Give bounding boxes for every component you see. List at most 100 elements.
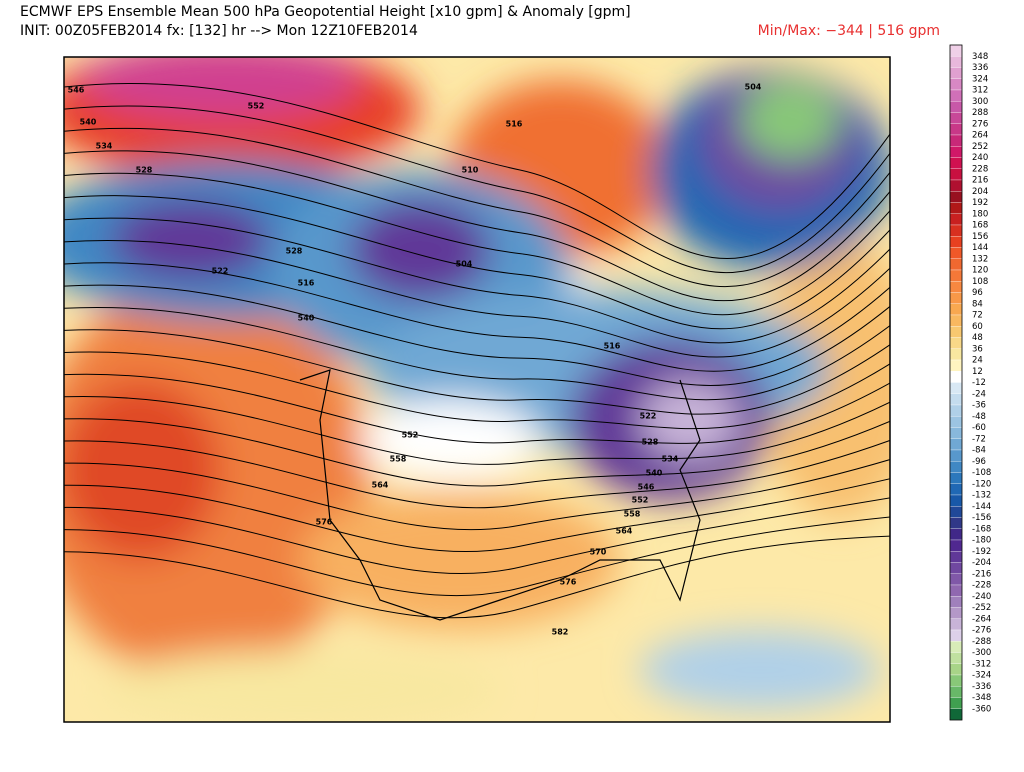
colorbar-label: 240 xyxy=(972,153,988,163)
contour-label: 534 xyxy=(96,142,113,151)
colorbar-swatch xyxy=(949,416,963,428)
colorbar: 3483363243123002882762642522402282162041… xyxy=(949,44,991,721)
colorbar-label: 324 xyxy=(972,74,988,84)
colorbar-label: -156 xyxy=(972,513,991,523)
colorbar-label: -228 xyxy=(972,581,991,591)
colorbar-swatch xyxy=(949,584,963,597)
colorbar-label: -288 xyxy=(972,637,991,647)
contour-line xyxy=(64,373,890,444)
colorbar-swatch xyxy=(949,134,963,147)
colorbar-swatch xyxy=(949,618,963,631)
colorbar-label: 228 xyxy=(972,164,988,174)
contour-line xyxy=(64,82,890,259)
colorbar-swatch xyxy=(949,202,963,214)
colorbar-swatch xyxy=(949,191,963,203)
colorbar-swatch xyxy=(949,652,963,664)
contour-label: 552 xyxy=(402,431,419,440)
colorbar-swatch xyxy=(949,101,963,113)
contour-label: 546 xyxy=(68,86,85,95)
contour-line xyxy=(64,127,890,288)
colorbar-label: -360 xyxy=(972,704,991,714)
contour-label: 558 xyxy=(390,455,407,464)
min-max: Min/Max: −344 | 516 gpm xyxy=(758,23,940,39)
contour-line xyxy=(64,195,890,330)
colorbar-swatch xyxy=(949,44,963,57)
colorbar-label: 252 xyxy=(972,142,988,152)
colorbar-label: 120 xyxy=(972,266,988,276)
colorbar-label: 348 xyxy=(972,52,988,62)
colorbar-swatch xyxy=(949,539,963,552)
colorbar-label: -96 xyxy=(972,457,986,467)
contour-label: 558 xyxy=(624,510,641,519)
contour-line xyxy=(64,497,890,575)
colorbar-label: 72 xyxy=(972,311,983,321)
contour-line xyxy=(64,535,890,619)
colorbar-label: -60 xyxy=(972,423,986,433)
contour-label: 528 xyxy=(642,438,659,447)
colorbar-swatch xyxy=(949,157,963,169)
colorbar-swatch xyxy=(949,78,963,91)
contour-label: 540 xyxy=(80,118,97,127)
colorbar-label: -48 xyxy=(972,412,986,422)
contour-line xyxy=(64,172,890,316)
colorbar-swatch xyxy=(949,551,963,563)
colorbar-label: 60 xyxy=(972,322,983,332)
colorbar-label: -264 xyxy=(972,614,991,624)
contour-label: 564 xyxy=(372,481,389,490)
colorbar-swatch xyxy=(949,607,963,619)
colorbar-label: -312 xyxy=(972,659,991,669)
contour-line xyxy=(64,262,890,372)
colorbar-label: 24 xyxy=(972,356,983,366)
colorbar-label: 276 xyxy=(972,119,988,129)
colorbar-label: -36 xyxy=(972,401,986,411)
colorbar-swatch xyxy=(949,292,963,304)
colorbar-swatch xyxy=(949,236,963,248)
colorbar-label: 96 xyxy=(972,288,983,298)
colorbar-label: 36 xyxy=(972,344,983,354)
colorbar-label: -168 xyxy=(972,524,991,534)
contour-label: 516 xyxy=(604,342,621,351)
colorbar-frame xyxy=(949,44,963,721)
colorbar-label: 144 xyxy=(972,243,988,253)
contour-line xyxy=(64,105,890,273)
colorbar-swatch xyxy=(949,686,963,698)
colorbar-swatch xyxy=(949,326,963,338)
colorbar-swatch xyxy=(949,506,963,518)
colorbar-label: -144 xyxy=(972,502,991,512)
colorbar-label: 84 xyxy=(972,299,983,309)
contour-line xyxy=(64,217,890,344)
colorbar-label: 168 xyxy=(972,221,988,231)
colorbar-swatch xyxy=(949,269,963,282)
colorbar-label: -84 xyxy=(972,446,986,456)
colorbar-label: -252 xyxy=(972,603,991,613)
colorbar-swatch xyxy=(949,472,963,484)
colorbar-swatch xyxy=(949,528,963,541)
colorbar-swatch xyxy=(949,112,963,124)
contour-line xyxy=(64,418,890,487)
colorbar-swatch xyxy=(949,438,963,451)
colorbar-swatch xyxy=(949,461,963,473)
colorbar-swatch xyxy=(949,224,963,237)
colorbar-label: -108 xyxy=(972,468,991,478)
colorbar-swatch xyxy=(949,146,963,158)
colorbar-label: -180 xyxy=(972,536,991,546)
colorbar-label: 300 xyxy=(972,97,988,107)
contour-label: 564 xyxy=(616,527,633,536)
contour-label: 528 xyxy=(136,166,153,175)
colorbar-swatch xyxy=(949,427,963,439)
colorbar-swatch xyxy=(949,168,963,181)
colorbar-swatch xyxy=(949,56,963,68)
title: ECMWF EPS Ensemble Mean 500 hPa Geopoten… xyxy=(20,4,631,20)
contour-label: 576 xyxy=(560,578,577,587)
contour-label: 534 xyxy=(662,455,679,464)
colorbar-swatch xyxy=(949,371,963,383)
colorbar-label: 156 xyxy=(972,232,988,242)
map: 546 552 540 534 528 522 528 540 504 510 … xyxy=(64,57,890,722)
colorbar-label: -192 xyxy=(972,547,991,557)
colorbar-swatch xyxy=(949,337,963,349)
colorbar-label: 132 xyxy=(972,254,988,264)
colorbar-swatch xyxy=(949,596,963,608)
colorbar-label: 216 xyxy=(972,176,988,186)
colorbar-swatch xyxy=(949,382,963,394)
colorbar-swatch xyxy=(949,258,963,271)
